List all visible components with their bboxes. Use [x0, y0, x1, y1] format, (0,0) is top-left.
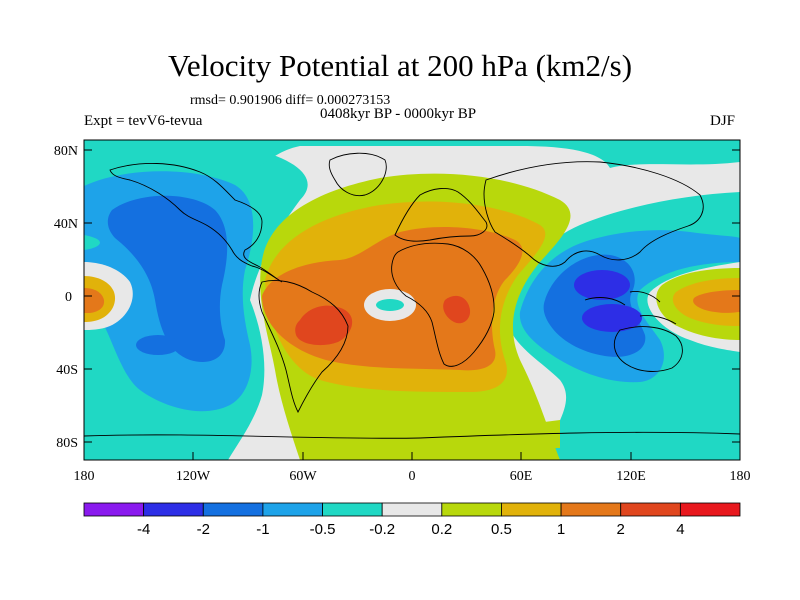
contour-neg-2-east-a	[574, 270, 630, 300]
colorbar-swatch	[322, 502, 383, 517]
lat-label-40s: 40S	[56, 363, 78, 378]
colorbar-swatch	[501, 502, 562, 517]
lat-label-0: 0	[65, 290, 72, 305]
maritime-continent-outline	[584, 291, 677, 325]
colorbar-label: -2	[197, 521, 210, 538]
south-america-outline	[258, 280, 349, 414]
north-america-outline	[109, 163, 283, 283]
contour-neg-1-west	[107, 195, 228, 362]
contour-pos-02-south	[300, 420, 560, 448]
colorbar-swatch	[679, 502, 741, 517]
lat-tick-marks	[84, 149, 740, 443]
contour-hole-cyan	[376, 299, 404, 311]
colorbar-swatch	[262, 502, 323, 517]
lon-label-60w: 60W	[289, 469, 317, 484]
colorbar-swatch	[441, 502, 502, 517]
period-subtitle: 0408kyr BP - 0000kyr BP	[320, 106, 477, 122]
colorbar-swatch	[620, 502, 681, 517]
europe-outline	[394, 188, 488, 242]
contour-pos-2-sam	[295, 305, 353, 346]
contour-pos-1-wedge	[84, 288, 105, 313]
colorbar-label: 0.2	[431, 521, 452, 538]
colorbar: -4 -2 -1 -0.5 -0.2 0.2 0.5 1 2 4	[83, 502, 741, 538]
colorbar-swatch	[83, 502, 145, 517]
australia-outline	[613, 326, 683, 372]
lon-label-180e: 180	[730, 469, 751, 484]
colorbar-label: -1	[256, 521, 269, 538]
lat-label-80n: 80N	[54, 144, 78, 159]
antarctica-outline	[84, 431, 740, 439]
lon-label-60e: 60E	[510, 469, 533, 484]
contour-field	[84, 140, 740, 460]
colorbar-swatch	[560, 502, 622, 517]
lon-label-120w: 120W	[176, 469, 211, 484]
contour-pos-2-afr	[443, 295, 471, 324]
contour-neg-2-east-b	[582, 304, 642, 332]
colorbar-label: -0.2	[369, 521, 395, 538]
colorbar-label: 1	[557, 521, 565, 538]
lon-label-120e: 120E	[616, 469, 646, 484]
lon-label-180w: 180	[74, 469, 95, 484]
greenland-outline	[328, 152, 387, 197]
map-title: Velocity Potential at 200 hPa (km2/s)	[167, 48, 633, 83]
stats-subtitle: rmsd= 0.901906 diff= 0.000273153	[190, 93, 391, 108]
colorbar-label: -0.5	[310, 521, 336, 538]
lat-label-40n: 40N	[54, 217, 78, 232]
continent-outlines	[84, 152, 740, 439]
lat-label-80s: 80S	[56, 436, 78, 451]
colorbar-swatch	[143, 502, 204, 517]
asia-outline	[483, 161, 704, 267]
lon-tick-marks	[192, 452, 632, 460]
contour-pos-1-epac	[693, 290, 740, 313]
contour-neg-1-spac	[136, 335, 180, 355]
africa-outline	[391, 242, 495, 367]
colorbar-label: 0.5	[491, 521, 512, 538]
lon-label-0: 0	[409, 469, 416, 484]
colorbar-label: 4	[676, 521, 684, 538]
colorbar-swatch	[381, 502, 443, 517]
experiment-label: Expt = tevV6-tevua	[84, 113, 203, 129]
contour-neg-02-north	[84, 140, 740, 168]
colorbar-swatch	[202, 502, 264, 517]
colorbar-label: 2	[617, 521, 625, 538]
colorbar-label: -4	[137, 521, 150, 538]
season-label: DJF	[710, 113, 736, 129]
